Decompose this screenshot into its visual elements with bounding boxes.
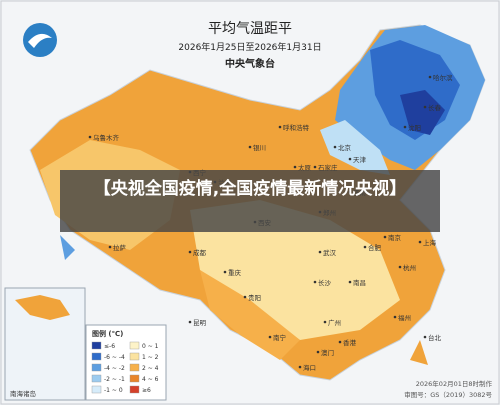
legend-label: 0 ~ 1 bbox=[142, 343, 159, 350]
legend-label: 4 ~ 6 bbox=[142, 376, 159, 383]
city-label: 广州 bbox=[328, 318, 341, 327]
zone-cool bbox=[320, 120, 390, 175]
zone-cold-west bbox=[60, 235, 75, 260]
city-dot bbox=[363, 245, 367, 249]
city-label: 贵阳 bbox=[248, 293, 261, 302]
legend-label: 2 ~ 4 bbox=[142, 365, 159, 372]
city-label: 武汉 bbox=[323, 248, 337, 257]
city-label: 长春 bbox=[428, 103, 442, 112]
city-dot bbox=[418, 240, 422, 244]
legend-label: ≥6 bbox=[142, 387, 151, 394]
legend-swatch bbox=[91, 341, 102, 350]
city-label: 呼和浩特 bbox=[283, 123, 310, 132]
city-label: 澳门 bbox=[321, 348, 334, 357]
legend-swatch bbox=[91, 352, 102, 361]
legend-swatch bbox=[129, 341, 140, 350]
city-dot bbox=[188, 250, 192, 254]
city-label: 香港 bbox=[343, 338, 357, 347]
legend-label: -6 ~ -4 bbox=[104, 354, 125, 361]
zone-coldest bbox=[400, 90, 445, 135]
city-dot bbox=[423, 105, 427, 109]
city-label: 长沙 bbox=[318, 278, 332, 287]
city-label: 合肥 bbox=[368, 243, 382, 252]
legend-swatch bbox=[129, 363, 140, 372]
city-label: 哈尔滨 bbox=[433, 73, 453, 82]
city-dot bbox=[428, 75, 432, 79]
legend-label: -4 ~ -2 bbox=[104, 365, 125, 372]
legend-label: -2 ~ -1 bbox=[104, 376, 125, 383]
legend-swatch bbox=[91, 374, 102, 383]
city-dot bbox=[333, 145, 337, 149]
city-dot bbox=[248, 145, 252, 149]
city-label: 乌鲁木齐 bbox=[93, 133, 120, 142]
city-label: 南昌 bbox=[353, 278, 366, 287]
legend-swatch bbox=[91, 363, 102, 372]
city-dot bbox=[398, 265, 402, 269]
header-agency: 中央气象台 bbox=[225, 57, 275, 70]
city-label: 重庆 bbox=[228, 268, 242, 277]
inset-land bbox=[15, 295, 70, 320]
city-dot bbox=[316, 350, 320, 354]
header-date: 2026年1月25日至2026年1月31日 bbox=[178, 41, 321, 53]
city-label: 昆明 bbox=[193, 319, 207, 327]
city-label: 杭州 bbox=[403, 263, 416, 272]
legend-swatch bbox=[129, 374, 140, 383]
city-dot bbox=[278, 125, 282, 129]
zone-warm-south bbox=[200, 270, 300, 360]
city-label: 台北 bbox=[428, 333, 442, 342]
legend-swatch bbox=[129, 385, 140, 394]
footer-approval: 审图号：GS（2019）3082号 bbox=[404, 390, 492, 399]
legend-label: 1 ~ 2 bbox=[142, 354, 159, 361]
city-dot bbox=[108, 245, 112, 249]
header-title: 平均气温距平 bbox=[208, 21, 292, 37]
legend-label: -1 ~ 0 bbox=[104, 387, 123, 394]
city-dot bbox=[348, 280, 352, 284]
legend-title: 图例 (℃) bbox=[92, 329, 123, 338]
city-label: 拉萨 bbox=[113, 243, 127, 252]
city-label: 沈阳 bbox=[408, 123, 421, 132]
zone-light bbox=[190, 200, 400, 340]
legend-swatch bbox=[91, 385, 102, 394]
city-dot bbox=[423, 335, 427, 339]
city-dot bbox=[393, 315, 397, 319]
legend-label: ≤-6 bbox=[104, 343, 115, 350]
logo-swirl bbox=[28, 33, 52, 48]
city-dot bbox=[243, 295, 247, 299]
city-label: 上海 bbox=[423, 238, 437, 247]
city-dot bbox=[293, 165, 297, 169]
inset-label: 南海诸岛 bbox=[10, 389, 36, 398]
city-label: 石家庄 bbox=[318, 163, 338, 172]
city-dot bbox=[383, 235, 387, 239]
city-dot bbox=[323, 320, 327, 324]
city-label: 福州 bbox=[398, 313, 411, 322]
city-label: 南京 bbox=[388, 233, 402, 242]
city-label: 银川 bbox=[253, 143, 266, 152]
city-dot bbox=[318, 250, 322, 254]
city-dot bbox=[298, 365, 302, 369]
city-label: 成都 bbox=[193, 248, 207, 257]
city-label: 太原 bbox=[298, 163, 312, 172]
city-label: 天津 bbox=[353, 156, 367, 164]
city-dot bbox=[348, 157, 352, 161]
city-dot bbox=[188, 320, 192, 324]
city-dot bbox=[338, 340, 342, 344]
city-dot bbox=[223, 270, 227, 274]
city-dot bbox=[268, 335, 272, 339]
city-dot bbox=[313, 280, 317, 284]
city-dot bbox=[313, 165, 317, 169]
city-dot bbox=[403, 125, 407, 129]
city-label: 北京 bbox=[338, 143, 352, 152]
overlay-banner: 【央视全国疫情,全国疫情最新情况央视】 bbox=[60, 170, 440, 232]
footer-made: 2026年02月01日8时制作 bbox=[416, 379, 493, 388]
city-label: 南宁 bbox=[273, 333, 287, 342]
city-label: 海口 bbox=[303, 363, 316, 372]
city-dot bbox=[88, 135, 92, 139]
legend-swatch bbox=[129, 352, 140, 361]
taiwan bbox=[410, 340, 428, 365]
